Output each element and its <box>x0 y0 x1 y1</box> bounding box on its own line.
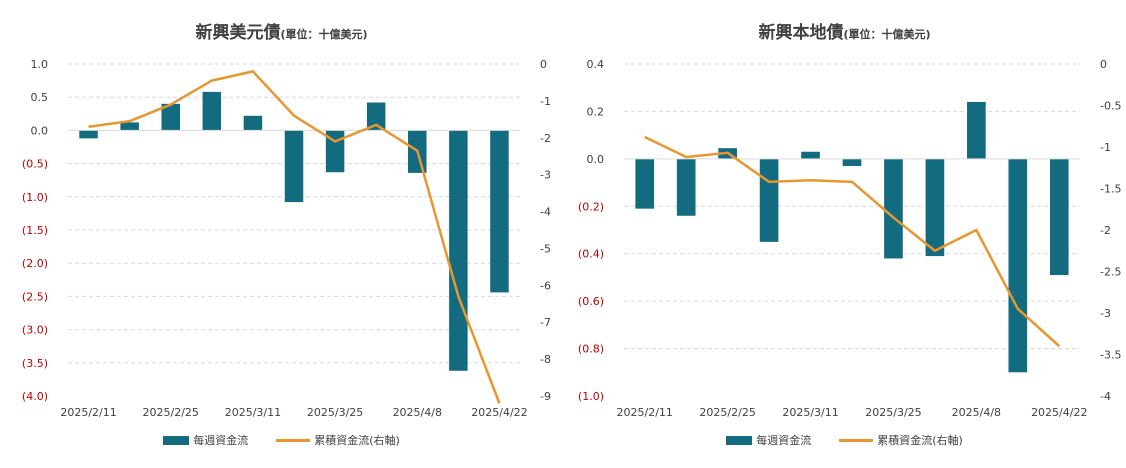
y-right-tick-label: -3 <box>540 169 551 182</box>
legend-label-line: 累積資金流(右軸) <box>314 434 400 447</box>
chart-legend: 每週資金流 累積資金流(右軸) <box>0 432 563 448</box>
y-left-tick-label: 0.0 <box>587 153 605 166</box>
bar-weekly-flow <box>842 158 862 166</box>
bar-weekly-flow <box>284 130 304 203</box>
x-tick-label: 2025/3/11 <box>225 406 281 419</box>
chart-title: 新興美元債(單位：十億美元) <box>0 18 563 43</box>
legend-label-bar: 每週資金流 <box>193 434 249 447</box>
bar-weekly-flow <box>79 130 98 139</box>
bar-weekly-flow <box>490 130 509 293</box>
legend-label-line: 累積資金流(右軸) <box>877 434 963 447</box>
legend-item-bar: 每週資金流 <box>163 432 248 448</box>
y-right-tick-label: -5 <box>540 242 551 255</box>
chart-title-main: 新興美元債 <box>195 23 281 43</box>
y-right-tick-label: -2 <box>1100 224 1111 237</box>
y-right-tick-label: -1.5 <box>1100 183 1121 196</box>
x-tick-label: 2025/2/25 <box>143 406 199 419</box>
bar-weekly-flow <box>202 91 222 131</box>
y-left-tick-label: (1.0) <box>578 390 604 403</box>
y-right-tick-label: -4 <box>540 206 551 219</box>
chart-title-unit: (單位：十億美元) <box>843 28 931 41</box>
bar-weekly-flow <box>243 115 263 131</box>
x-tick-label: 2025/3/25 <box>865 406 921 419</box>
y-right-tick-label: 0 <box>1100 58 1107 71</box>
chart-plot-area: 0.4 0.2 0.0 (0.2) (0.4) (0.6) (0.8) (1.0) 0 -0.5 -… <box>578 58 1122 419</box>
x-tick-label: 2025/3/25 <box>307 406 363 419</box>
bar-weekly-flow <box>967 101 986 159</box>
legend-item-line: 累積資金流(右軸) <box>839 432 963 448</box>
y-left-tick-label: (2.0) <box>22 257 48 270</box>
x-tick-label: 2025/2/11 <box>60 406 116 419</box>
bar-weekly-flow <box>884 158 903 259</box>
bar-weekly-flow <box>161 103 180 131</box>
bar-weekly-flow <box>1049 158 1069 276</box>
y-left-tick-label: (0.4) <box>578 248 604 261</box>
y-right-tick-label: -1 <box>1100 141 1111 154</box>
x-tick-label: 2025/4/22 <box>1031 406 1087 419</box>
y-right-tick-label: 0 <box>540 58 547 71</box>
line-cumulative-flow <box>644 135 1061 348</box>
y-left-tick-label: (1.0) <box>22 191 48 204</box>
y-right-tick-label: -2 <box>540 132 551 145</box>
y-right-tick-label: -3 <box>1100 307 1111 320</box>
y-right-tick-label: -9 <box>540 390 551 403</box>
chart-panel-em-usd-bonds: 新興美元債(單位：十億美元) 1.0 0.5 0.0 (0.5) (1.0) (1.5) (… <box>0 18 563 448</box>
y-right-tick-label: -2.5 <box>1100 266 1121 279</box>
y-right-tick-label: -6 <box>540 279 551 292</box>
x-tick-label: 2025/2/11 <box>617 406 673 419</box>
bar-weekly-flow <box>1008 158 1028 373</box>
y-right-tick-label: -3.5 <box>1100 349 1121 362</box>
line-cumulative-flow <box>88 70 501 404</box>
chart-title-unit: (單位：十億美元) <box>280 28 368 41</box>
bar-weekly-flow <box>759 158 779 242</box>
y-left-tick-label: 1.0 <box>31 58 49 71</box>
x-tick-label: 2025/4/8 <box>952 406 1001 419</box>
x-tick-label: 2025/4/22 <box>471 406 527 419</box>
bar-weekly-flow <box>449 130 468 371</box>
y-right-tick-label: -8 <box>540 353 551 366</box>
y-right-tick-label: -4 <box>1100 390 1111 403</box>
x-tick-label: 2025/4/8 <box>393 406 442 419</box>
y-left-tick-label: (0.5) <box>22 158 48 171</box>
y-right-tick-label: -0.5 <box>1100 100 1121 113</box>
y-left-tick-label: (0.6) <box>578 295 604 308</box>
bar-weekly-flow <box>635 158 655 209</box>
legend-bar-swatch <box>726 435 753 445</box>
legend-label-bar: 每週資金流 <box>756 434 812 447</box>
x-tick-label: 2025/3/11 <box>782 406 838 419</box>
y-right-tick-label: -1 <box>540 95 551 108</box>
x-tick-label: 2025/2/25 <box>699 406 755 419</box>
chart-legend: 每週資金流 累積資金流(右軸) <box>563 432 1126 448</box>
bar-weekly-flow <box>676 158 696 216</box>
legend-line-swatch <box>276 438 311 442</box>
y-left-tick-label: (2.5) <box>22 290 48 303</box>
y-left-tick-label: (3.5) <box>22 357 48 370</box>
legend-line-swatch <box>839 438 874 442</box>
chart-title-main: 新興本地債 <box>758 23 844 43</box>
bar-weekly-flow <box>366 102 386 131</box>
chart-panel-em-local-bonds: 新興本地債(單位：十億美元) 0.4 0.2 0.0 (0.2) (0.4) (0.6) (… <box>563 0 1126 468</box>
bar-weekly-flow <box>925 158 945 257</box>
y-left-tick-label: (1.5) <box>22 224 48 237</box>
legend-bar-swatch <box>163 435 190 445</box>
y-left-tick-label: (0.8) <box>578 343 604 356</box>
y-left-tick-label: (3.0) <box>22 324 48 337</box>
chart-title: 新興本地債(單位：十億美元) <box>563 18 1126 43</box>
y-left-tick-label: 0.4 <box>587 58 605 71</box>
bar-weekly-flow <box>801 151 820 159</box>
bar-weekly-flow <box>120 122 139 131</box>
y-left-tick-label: 0.0 <box>31 124 49 137</box>
chart-plot-area: 1.0 0.5 0.0 (0.5) (1.0) (1.5) (2.0) (2.5) (3.0) (… <box>22 58 551 419</box>
y-left-tick-label: 0.5 <box>31 91 49 104</box>
y-left-tick-label: (4.0) <box>22 390 48 403</box>
y-left-tick-label: (0.2) <box>578 200 604 213</box>
legend-item-bar: 每週資金流 <box>726 432 811 448</box>
legend-item-line: 累積資金流(右軸) <box>276 432 400 448</box>
y-left-tick-label: 0.2 <box>587 105 605 118</box>
y-right-tick-label: -7 <box>540 316 551 329</box>
